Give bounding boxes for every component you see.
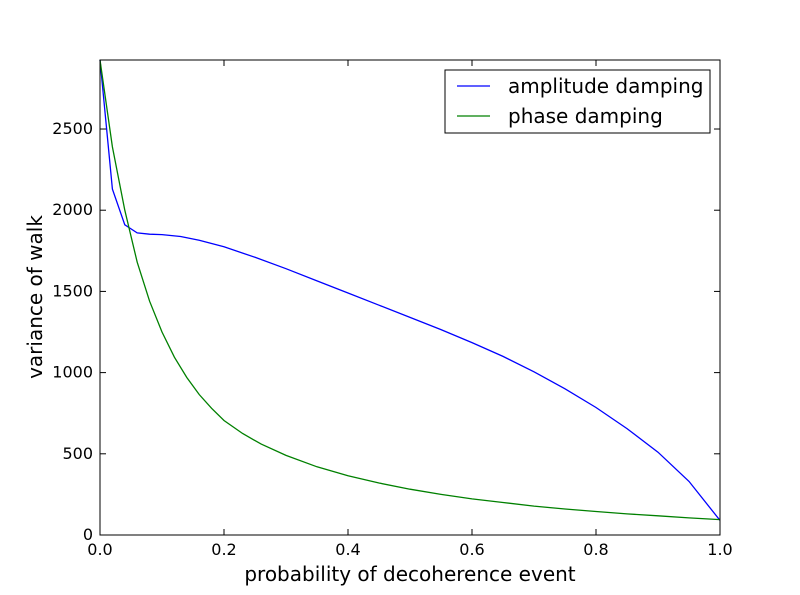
legend-box — [444, 69, 711, 134]
x-tick-label: 1.0 — [707, 540, 732, 559]
legend-label-0: amplitude damping — [508, 74, 703, 98]
ticks-layer: 0.0 0.2 0.4 0.6 0.8 1.0 0 500 1000 1500 2000 2500 — [52, 60, 733, 559]
legend: amplitude damping phase damping — [444, 69, 711, 134]
y-tick-label: 1000 — [52, 363, 93, 382]
x-axis-label: probability of decoherence event — [244, 562, 575, 586]
y-tick-label: 2000 — [52, 200, 93, 219]
plot-frame — [99, 59, 721, 536]
series-layer — [99, 59, 721, 521]
y-tick-label: 2500 — [52, 119, 93, 138]
y-axis-label: variance of walk — [23, 215, 47, 379]
plot-area — [100, 60, 720, 535]
x-tick-label: 0.4 — [335, 540, 360, 559]
legend-label-1: phase damping — [508, 104, 663, 128]
y-tick-label: 500 — [62, 444, 93, 463]
x-tick-label: 0.2 — [211, 540, 236, 559]
y-tick-label: 1500 — [52, 281, 93, 300]
series-line-0 — [99, 59, 721, 521]
x-tick-label: 0.0 — [87, 540, 112, 559]
x-tick-label: 0.8 — [583, 540, 608, 559]
series-line-1 — [99, 59, 721, 521]
y-tick-label: 0 — [83, 525, 93, 544]
x-tick-label: 0.6 — [459, 540, 484, 559]
